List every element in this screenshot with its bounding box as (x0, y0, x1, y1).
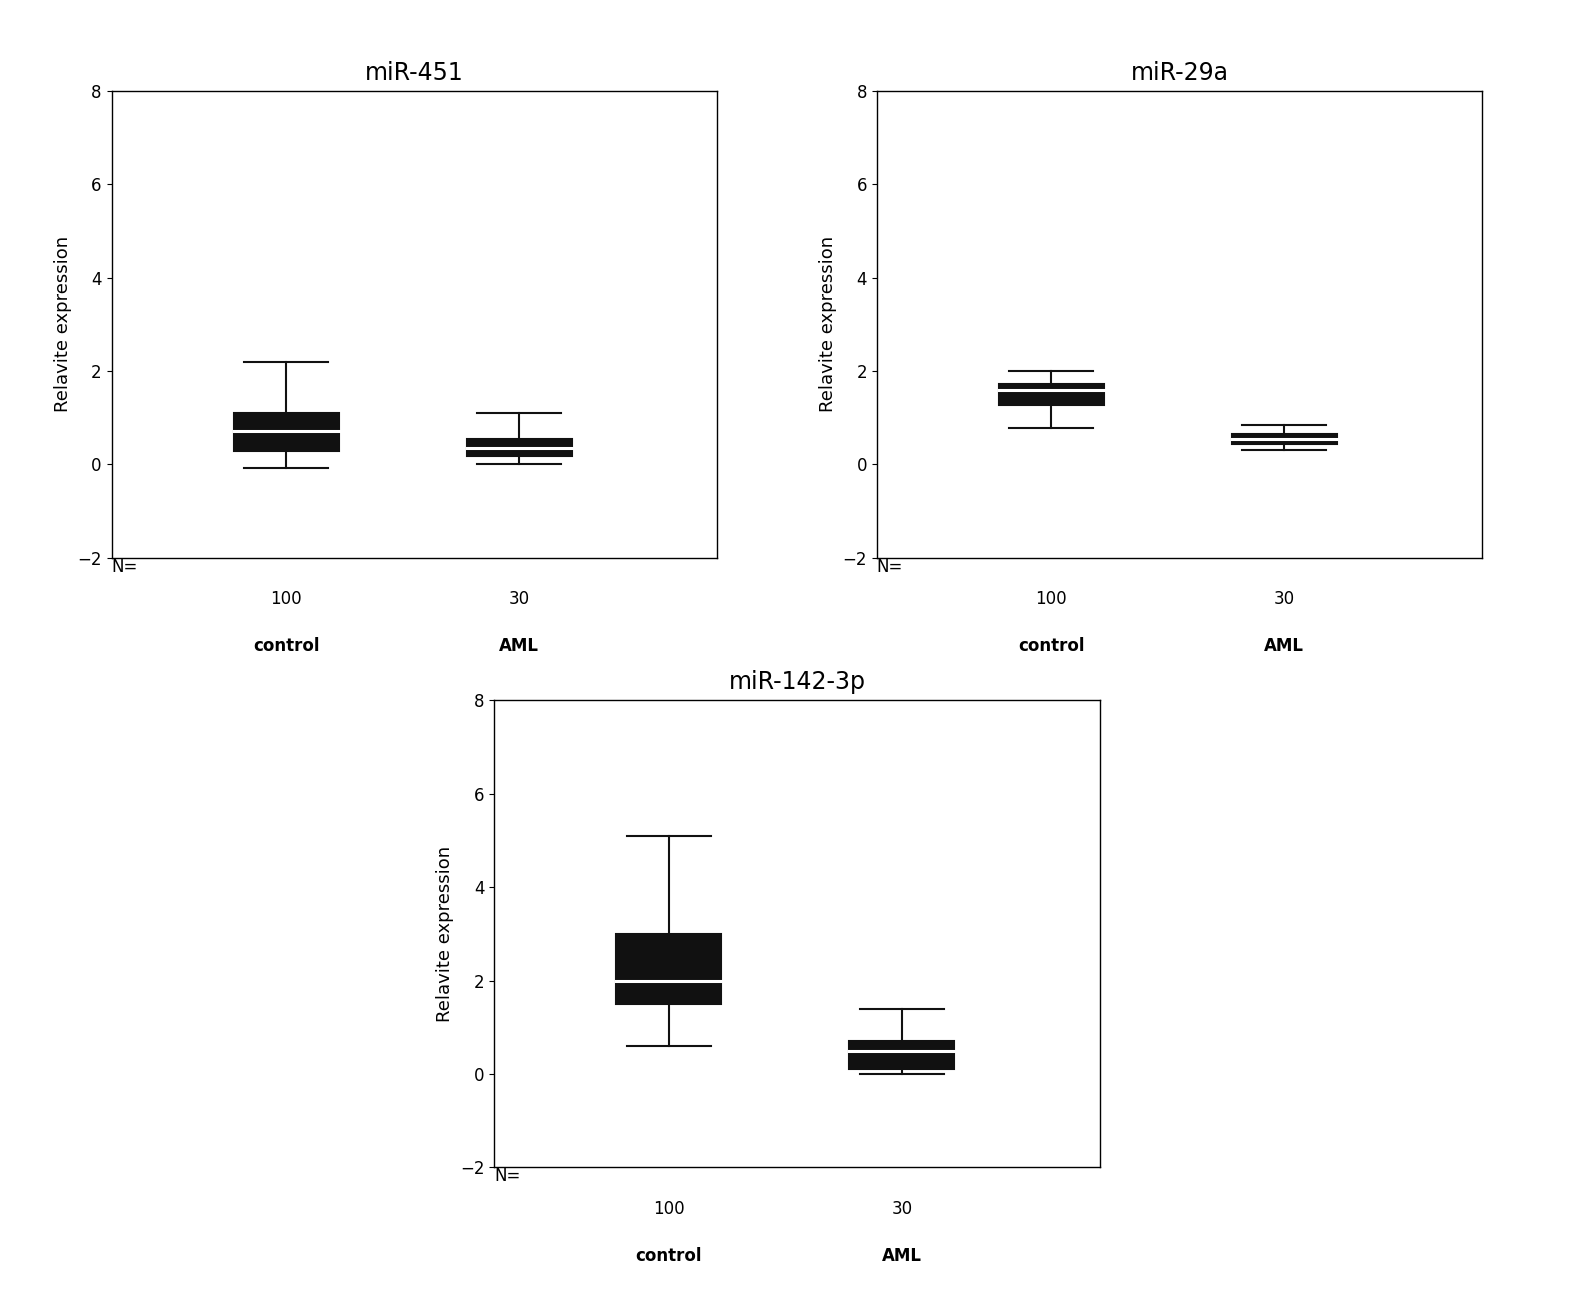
Bar (617, 934, 720, 1004)
Text: control: control (253, 637, 319, 655)
Title: miR-142-3p: miR-142-3p (728, 671, 866, 694)
Text: 30: 30 (1274, 590, 1294, 608)
Text: control: control (636, 1246, 701, 1265)
Text: AML: AML (881, 1246, 921, 1265)
Text: 30: 30 (508, 590, 529, 608)
Text: 100: 100 (654, 1200, 685, 1218)
Title: miR-29a: miR-29a (1130, 61, 1229, 84)
Y-axis label: Relavite expression: Relavite expression (437, 846, 454, 1022)
Y-axis label: Relavite expression: Relavite expression (819, 236, 837, 412)
Text: 100: 100 (271, 590, 303, 608)
Bar (999, 384, 1103, 405)
Text: control: control (1019, 637, 1084, 655)
Bar (234, 412, 338, 451)
Text: AML: AML (1264, 637, 1304, 655)
Text: N=: N= (112, 558, 139, 576)
Text: N=: N= (494, 1167, 521, 1185)
Bar (850, 1041, 955, 1069)
Bar (467, 438, 572, 457)
Text: 30: 30 (891, 1200, 912, 1218)
Bar (1232, 434, 1337, 444)
Text: AML: AML (499, 637, 539, 655)
Y-axis label: Relavite expression: Relavite expression (54, 236, 72, 412)
Text: N=: N= (877, 558, 904, 576)
Text: 100: 100 (1036, 590, 1068, 608)
Title: miR-451: miR-451 (365, 61, 464, 84)
